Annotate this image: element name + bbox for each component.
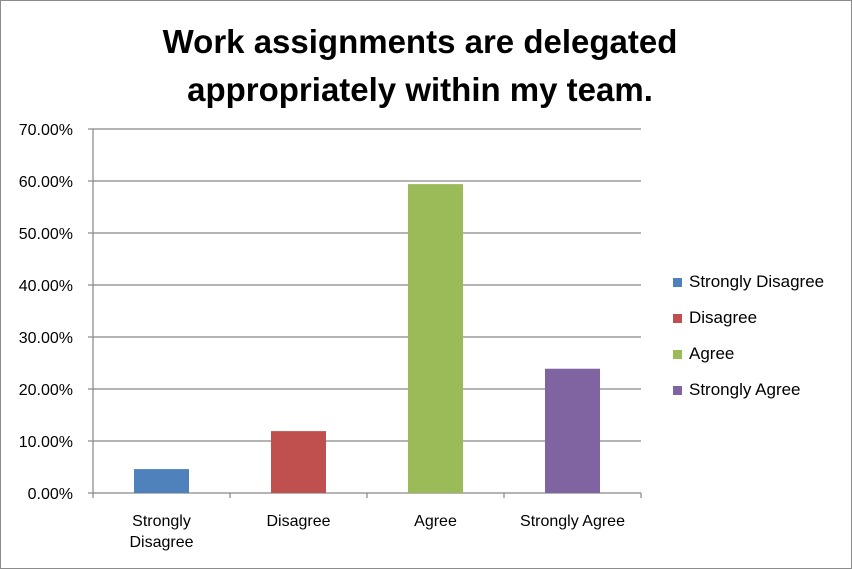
- y-tick-label: 30.00%: [19, 330, 73, 347]
- y-tick-label: 60.00%: [19, 174, 73, 191]
- legend-swatch: [673, 386, 682, 395]
- legend-swatch: [673, 278, 682, 287]
- legend-label: Strongly Agree: [689, 380, 801, 399]
- x-tick-label: Strongly Agree: [520, 513, 625, 530]
- legend-label: Disagree: [689, 308, 758, 327]
- y-tick-label: 70.00%: [19, 122, 73, 139]
- y-tick-label: 0.00%: [28, 486, 73, 503]
- legend-swatch: [673, 350, 682, 359]
- legend-label: Strongly Disagree: [689, 272, 825, 291]
- legend-swatch: [673, 314, 682, 323]
- bar: [271, 431, 326, 493]
- y-tick-label: 40.00%: [19, 278, 73, 295]
- chart-title-line-2: appropriately within my team.: [187, 71, 653, 108]
- bar: [408, 184, 463, 493]
- legend-label: Agree: [689, 344, 735, 363]
- x-tick-label: Agree: [414, 513, 457, 530]
- x-tick-label: Disagree: [266, 513, 330, 530]
- chart-title-line-1: Work assignments are delegated: [162, 23, 678, 60]
- y-tick-label: 10.00%: [19, 434, 73, 451]
- x-tick-label: Disagree: [129, 534, 193, 551]
- chart-title: Work assignments are delegated appropria…: [120, 18, 720, 114]
- y-tick-label: 50.00%: [19, 226, 73, 243]
- x-tick-label: Strongly: [132, 513, 191, 530]
- bar: [545, 368, 600, 493]
- bar: [134, 469, 189, 493]
- y-tick-label: 20.00%: [19, 382, 73, 399]
